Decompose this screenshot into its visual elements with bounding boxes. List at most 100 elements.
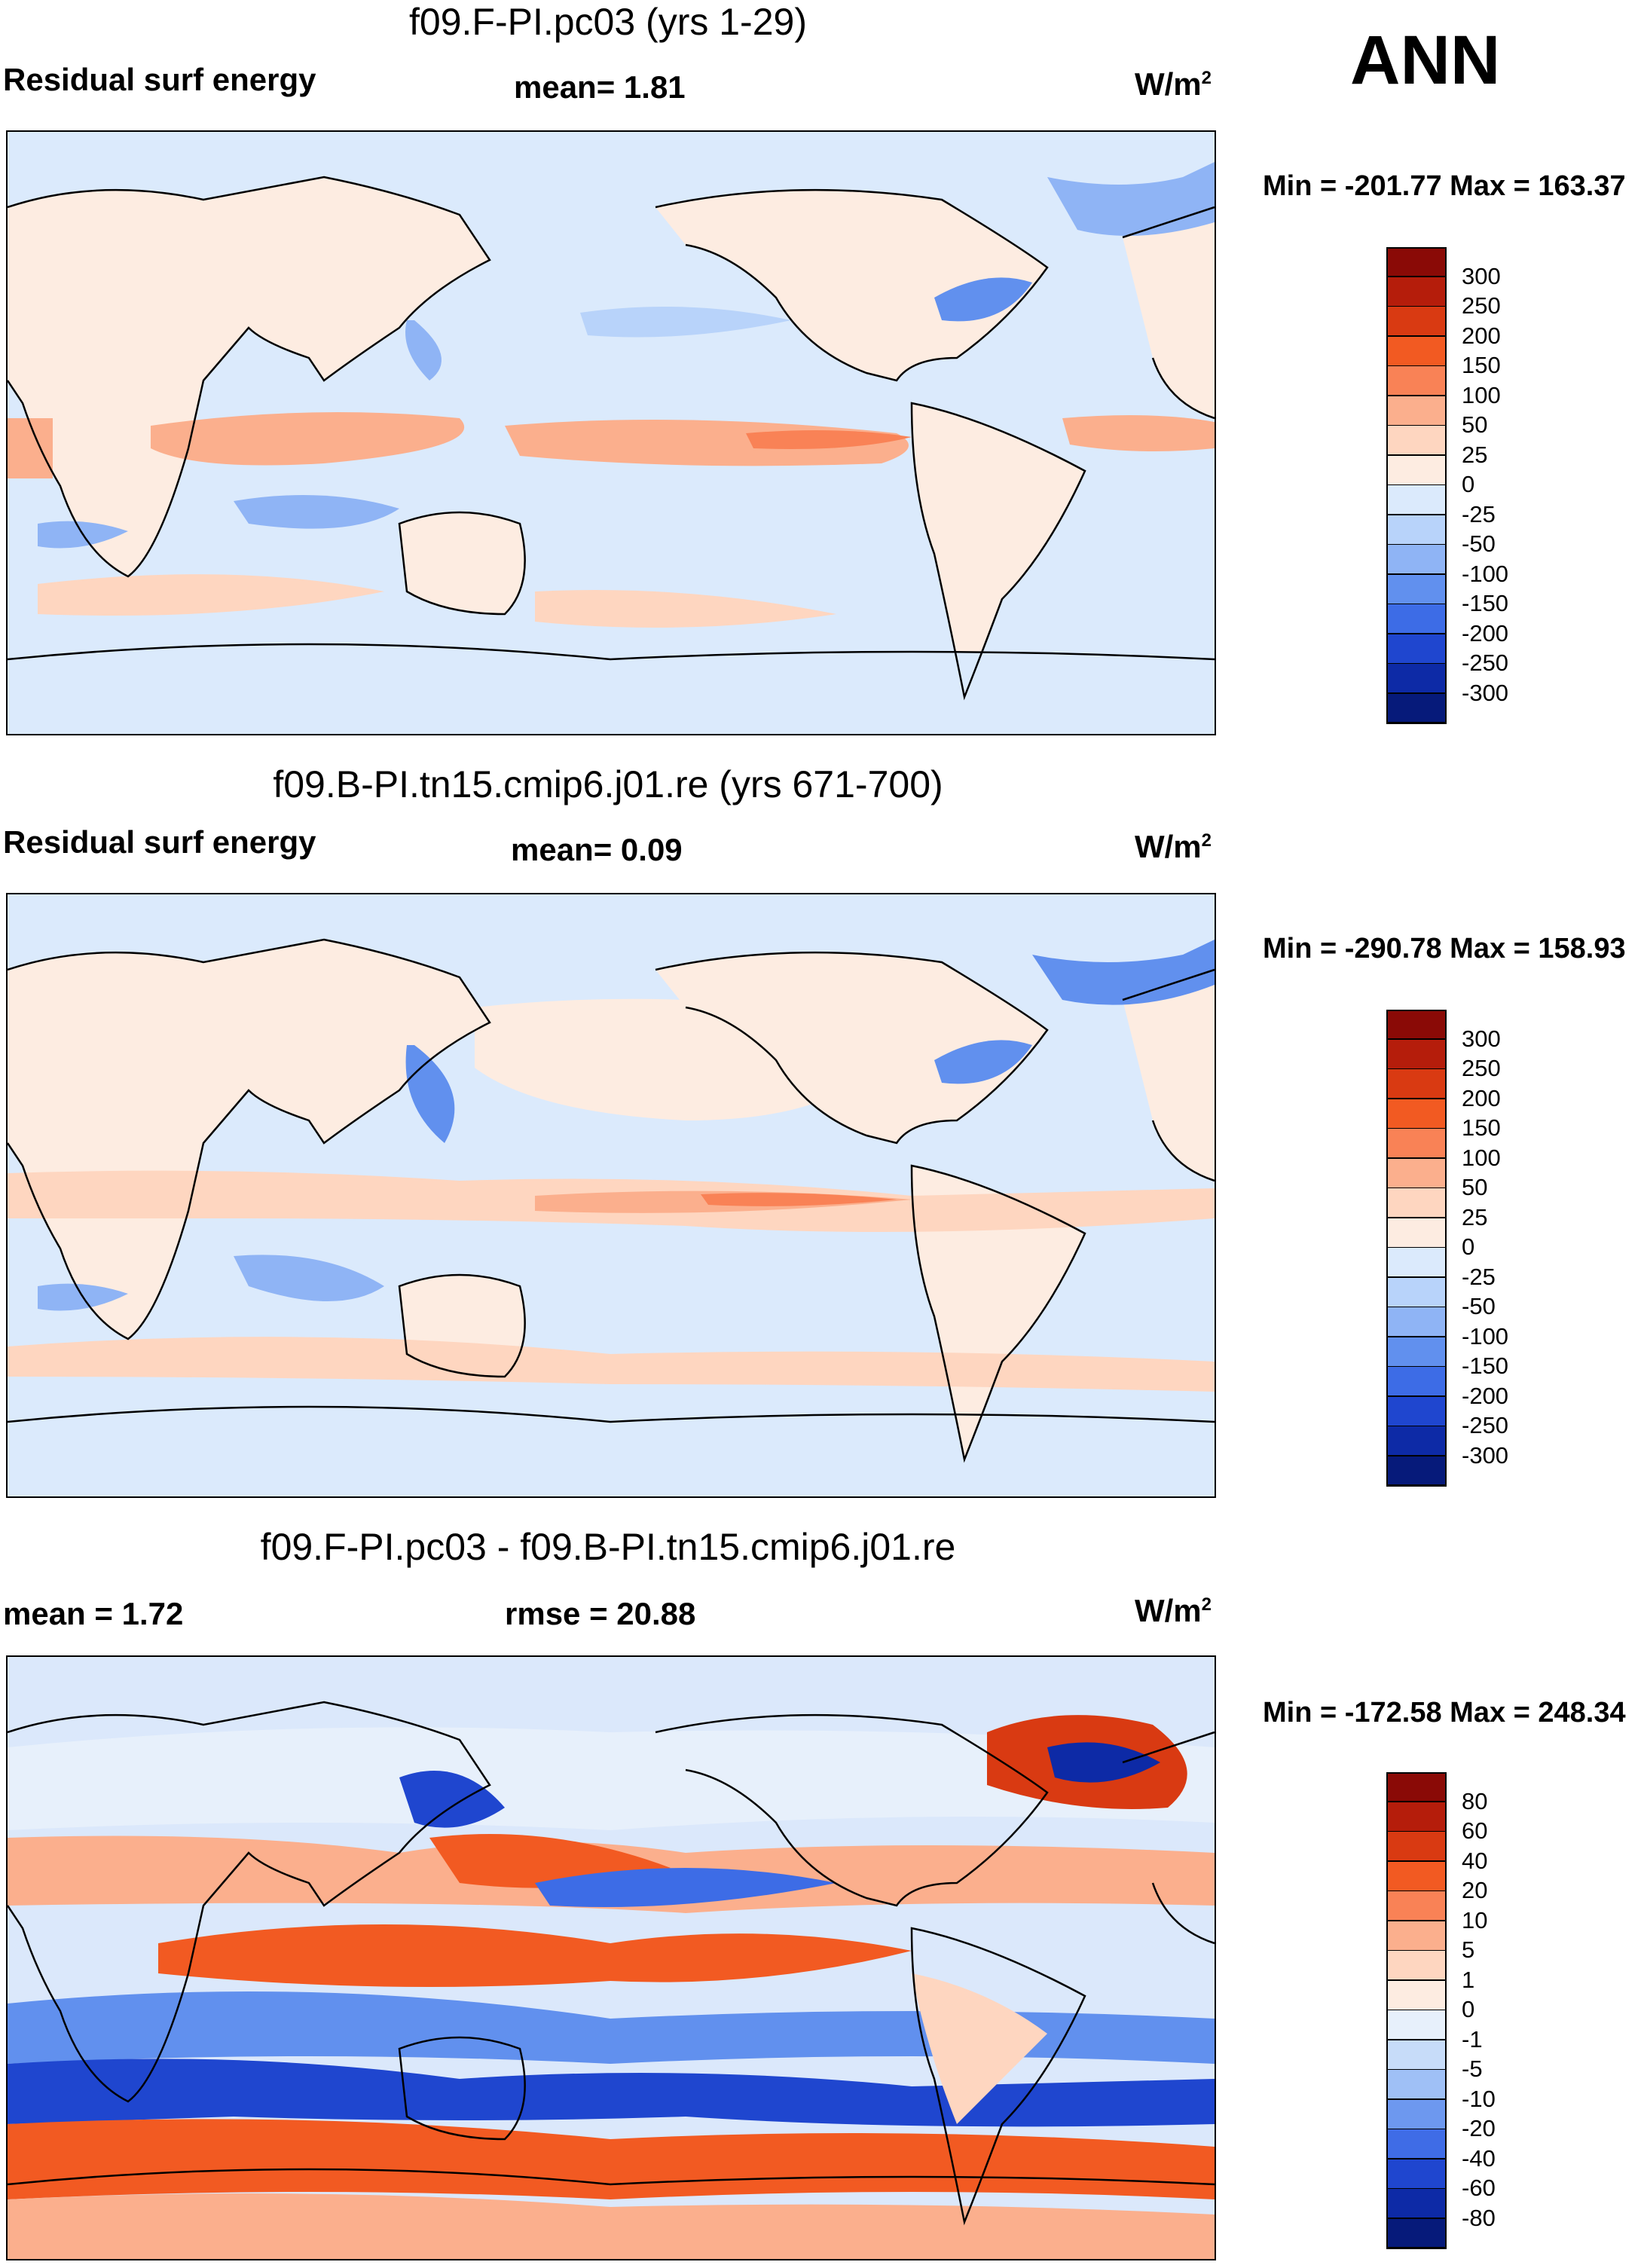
colorbar-swatch [1386,1069,1447,1099]
colorbar-swatch [1386,1099,1447,1129]
colorbar-swatch [1386,1426,1447,1456]
colorbar-tick-label: -300 [1462,679,1509,706]
panel-2-left-label: Residual surf energy [3,824,316,860]
colorbar-tick-label: 20 [1462,1877,1488,1903]
colorbar-swatch [1386,545,1447,575]
panel-3-title: f09.F-PI.pc03 - f09.B-PI.tn15.cmip6.j01.… [260,1526,956,1568]
panel-1-map-svg [8,132,1215,734]
colorbar-swatch [1386,455,1447,486]
colorbar-tick-label: -200 [1462,619,1509,646]
colorbar-swatch [1386,1802,1447,1832]
colorbar-swatch [1386,2159,1447,2190]
colorbar-tick-label: 100 [1462,1144,1501,1171]
colorbar-swatch [1386,2129,1447,2159]
colorbar-swatch [1386,664,1447,694]
colorbar-tick-label: 1 [1462,1966,1475,1993]
panel-2-map-svg [8,894,1215,1496]
colorbar-swatch [1386,1248,1447,1278]
colorbar-swatch [1386,604,1447,634]
colorbar-tick-label: -1 [1462,2025,1483,2053]
colorbar-tick-label: -200 [1462,1382,1509,1409]
colorbar-tick-label: 0 [1462,1233,1475,1260]
colorbar-tick-label: 150 [1462,1114,1501,1141]
panel-1-colorbar: 300 250 200 150 100 50 25 0 -25 -50 -100 -150 -200 -2… [1386,247,1508,724]
panel-1-title: f09.F-PI.pc03 (yrs 1-29) [409,1,807,43]
colorbar-swatch [1386,634,1447,665]
colorbar-swatch [1386,2070,1447,2100]
panel-1-unit: W/m2 [1135,66,1212,102]
colorbar-swatch [1386,2040,1447,2071]
colorbar-tick-label: -25 [1462,1263,1496,1290]
colorbar-tick-label: -20 [1462,2115,1496,2141]
colorbar-swatch [1386,1980,1447,2011]
panel-3-unit: W/m2 [1135,1593,1212,1628]
panel-2-minmax: Min = -290.78 Max = 158.93 [1263,933,1626,964]
colorbar-tick-label: -80 [1462,2204,1496,2231]
colorbar-tick-label: -100 [1462,560,1509,587]
panel-2-unit: W/m2 [1135,829,1212,864]
colorbar-tick-label: -40 [1462,2144,1496,2172]
colorbar-tick-label: 25 [1462,441,1488,468]
colorbar-swatch [1386,2099,1447,2130]
colorbar-tick-label: -50 [1462,530,1496,557]
panel-3-map-svg [8,1657,1215,2259]
panel-3-left-label: mean = 1.72 [3,1596,184,1631]
colorbar-tick-label: 300 [1462,262,1501,289]
colorbar-tick-label: 60 [1462,1817,1488,1844]
panel-2-center-label: mean= 0.09 [511,832,683,867]
colorbar-swatch [1386,366,1447,396]
colorbar-swatch [1386,247,1447,277]
colorbar-swatch [1386,485,1447,515]
panel-1-left-label: Residual surf energy [3,62,316,97]
colorbar-swatch [1386,1129,1447,1159]
colorbar-swatch [1386,1307,1447,1337]
colorbar-swatch [1386,396,1447,426]
panel-3-minmax: Min = -172.58 Max = 248.34 [1263,1697,1626,1729]
colorbar-swatch [1386,1010,1447,1040]
colorbar-tick-label: 25 [1462,1203,1488,1230]
panel-3-center-label: rmse = 20.88 [505,1596,696,1631]
colorbar-tick-label: 150 [1462,352,1501,378]
colorbar-tick-label: 80 [1462,1787,1488,1814]
colorbar-swatch [1386,1218,1447,1249]
panel-1-minmax: Min = -201.77 Max = 163.37 [1263,170,1626,202]
colorbar-tick-label: -60 [1462,2175,1496,2201]
colorbar-tick-label: 0 [1462,1996,1475,2022]
colorbar-tick-label: -150 [1462,1353,1509,1379]
colorbar-tick-label: 250 [1462,292,1501,319]
colorbar-swatch [1386,1772,1447,1802]
colorbar-tick-label: -50 [1462,1293,1496,1319]
colorbar-swatch [1386,426,1447,456]
colorbar-tick-label: -250 [1462,650,1509,676]
colorbar-tick-label: 200 [1462,322,1501,349]
colorbar-swatch [1386,1921,1447,1952]
panel-3-map [6,1655,1216,2260]
colorbar-swatch [1386,277,1447,307]
colorbar-tick-label: -250 [1462,1412,1509,1438]
colorbar-tick-label: 100 [1462,381,1501,408]
colorbar-tick-label: -100 [1462,1322,1509,1349]
panel-2-title: f09.B-PI.tn15.cmip6.j01.re (yrs 671-700) [273,763,943,805]
colorbar-tick-label: -10 [1462,2085,1496,2112]
colorbar-swatch [1386,1951,1447,1981]
colorbar-swatch [1386,1277,1447,1308]
colorbar-swatch [1386,1396,1447,1427]
panel-2-colorbar: 300 250 200 150 100 50 25 0 -25 -50 -100 -150 -200 -2… [1386,1010,1508,1487]
colorbar-swatch [1386,2010,1447,2040]
colorbar-swatch [1386,1039,1447,1070]
colorbar-swatch [1386,307,1447,337]
colorbar-swatch [1386,1891,1447,1921]
colorbar-swatch [1386,515,1447,546]
season-label: ANN [1350,22,1501,99]
colorbar-swatch [1386,2189,1447,2219]
colorbar-tick-label: 0 [1462,471,1475,497]
colorbar-swatch [1386,1832,1447,1862]
colorbar-swatch [1386,1188,1447,1218]
colorbar-tick-label: 5 [1462,1936,1475,1963]
colorbar-swatch [1386,336,1447,367]
colorbar-swatch [1386,1337,1447,1368]
colorbar-tick-label: 50 [1462,411,1488,438]
colorbar-tick-label: 300 [1462,1025,1501,1052]
colorbar-tick-label: 50 [1462,1174,1488,1200]
panel-2-map [6,893,1216,1498]
